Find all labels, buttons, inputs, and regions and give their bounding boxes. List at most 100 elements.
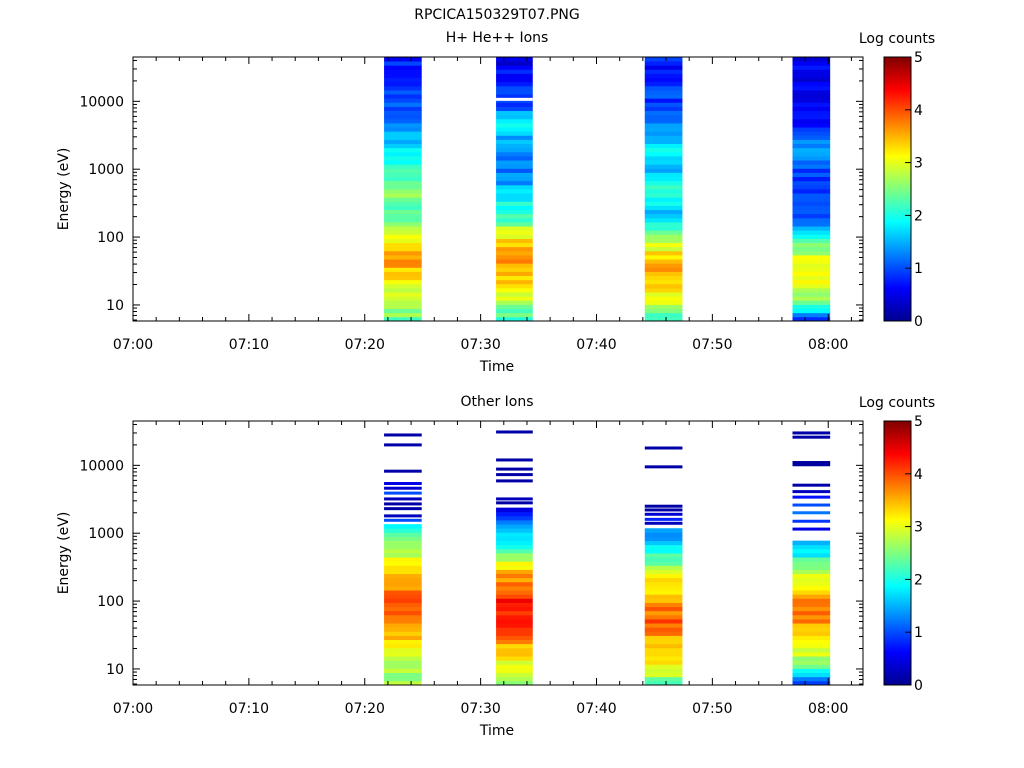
energy-bin (792, 127, 831, 132)
energy-bin (496, 540, 533, 546)
energy-bin (384, 573, 422, 579)
energy-bin (384, 168, 422, 173)
energy-bin (792, 573, 831, 579)
energy-bin (792, 77, 831, 83)
energy-bin (644, 652, 683, 657)
energy-bin (792, 606, 831, 612)
energy-bin (496, 553, 533, 558)
energy-line (384, 486, 422, 490)
energy-line (496, 479, 533, 483)
colorbar-tick-label: 1 (914, 625, 923, 641)
energy-bin (496, 676, 533, 682)
energy-bin (384, 672, 422, 678)
energy-bin (644, 296, 683, 301)
energy-bin (496, 652, 533, 657)
energy-bin (644, 528, 683, 533)
energy-line (384, 433, 422, 437)
energy-bin (644, 540, 683, 546)
y-axis-label: Energy (eV) (56, 512, 72, 595)
energy-bin (644, 61, 683, 66)
energy-bin (384, 524, 422, 529)
energy-bin (644, 139, 683, 145)
energy-bin (384, 590, 422, 595)
energy-bin (384, 668, 422, 674)
energy-bin (384, 656, 422, 661)
energy-bin (644, 160, 683, 165)
energy-bin (496, 139, 533, 145)
energy-bin (384, 664, 422, 669)
energy-bin (496, 557, 533, 562)
energy-bin (792, 217, 831, 223)
energy-bin (792, 184, 831, 190)
energy-bin (496, 300, 533, 305)
energy-line (384, 469, 422, 473)
energy-bin (644, 217, 683, 223)
energy-bin (644, 536, 683, 542)
energy-bin (644, 676, 683, 682)
panel-title: Other Ions (460, 394, 533, 410)
energy-bin (384, 676, 422, 682)
energy-bin (496, 627, 533, 632)
plot-frame (132, 420, 864, 686)
energy-bin (496, 127, 533, 132)
energy-bin (496, 263, 533, 268)
energy-bin (644, 647, 683, 653)
energy-bin (384, 316, 422, 322)
energy-bin (384, 288, 422, 293)
energy-bin (384, 57, 422, 62)
energy-line (496, 458, 533, 462)
energy-bin (792, 598, 831, 603)
energy-bin (792, 147, 831, 153)
colorbar-gradient (883, 56, 912, 322)
energy-bin (384, 627, 422, 632)
energy-bin (496, 77, 533, 83)
energy-bin (644, 226, 683, 231)
energy-bin (384, 184, 422, 190)
energy-bin (384, 623, 422, 628)
energy-line (496, 467, 533, 471)
energy-bin (644, 532, 683, 537)
energy-bin (496, 255, 533, 260)
energy-bin (644, 573, 683, 579)
energy-line (496, 473, 533, 477)
energy-bin (792, 627, 831, 632)
energy-bin (792, 623, 831, 628)
data-gap (496, 97, 533, 101)
energy-bin (384, 250, 422, 256)
energy-bin (644, 598, 683, 603)
energy-bin (496, 586, 533, 591)
energy-bin (496, 164, 533, 169)
energy-bin (384, 557, 422, 562)
energy-bin (496, 184, 533, 190)
energy-bin (496, 520, 533, 525)
energy-bin (384, 635, 422, 641)
energy-bin (496, 614, 533, 620)
energy-bin (792, 98, 831, 103)
energy-bin (644, 544, 683, 550)
energy-bin (644, 176, 683, 182)
colorbar-tick-label: 2 (914, 572, 923, 588)
energy-bin (644, 643, 683, 649)
spectrogram-burst (384, 57, 422, 322)
energy-bin (644, 201, 683, 206)
energy-bin (792, 94, 831, 99)
energy-bin (792, 594, 831, 599)
energy-bin (384, 267, 422, 272)
x-axis-label: Time (479, 723, 514, 739)
energy-bin (644, 246, 683, 252)
energy-bin (496, 664, 533, 669)
energy-line (644, 508, 683, 512)
energy-bin (644, 65, 683, 70)
energy-bin (644, 548, 683, 554)
energy-bin (792, 255, 831, 260)
energy-bin (792, 569, 831, 575)
energy-bin (644, 623, 683, 628)
energy-bin (384, 639, 422, 645)
energy-bin (384, 553, 422, 558)
energy-bin (496, 65, 533, 70)
energy-bin (792, 610, 831, 616)
energy-bin (496, 197, 533, 202)
y-axis-label: Energy (eV) (56, 148, 72, 231)
energy-bin (792, 586, 831, 591)
energy-bin (384, 77, 422, 83)
